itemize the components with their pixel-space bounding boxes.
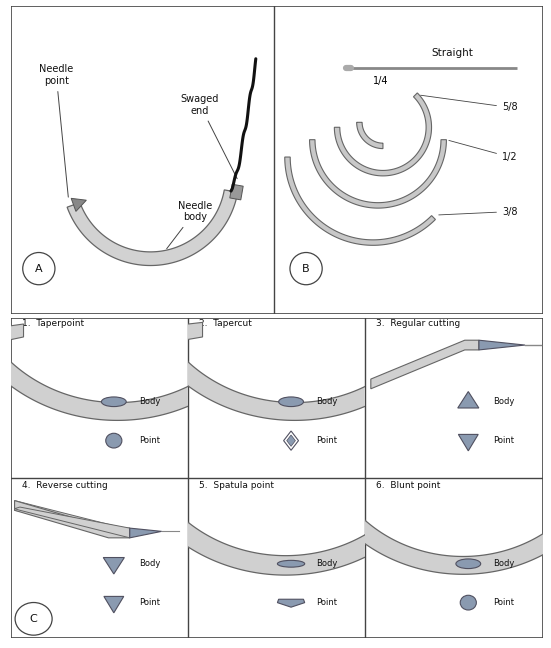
Text: Point: Point (493, 436, 514, 445)
Circle shape (15, 603, 52, 635)
Circle shape (106, 434, 122, 448)
Text: A: A (35, 264, 42, 273)
Polygon shape (138, 466, 446, 575)
Polygon shape (130, 528, 161, 538)
Text: Point: Point (139, 598, 160, 607)
Ellipse shape (456, 559, 480, 568)
Text: 5/8: 5/8 (420, 95, 517, 113)
Text: Straight: Straight (431, 48, 473, 58)
Text: Body: Body (316, 559, 337, 568)
Text: Point: Point (493, 598, 514, 607)
Polygon shape (458, 391, 479, 408)
Ellipse shape (277, 561, 305, 567)
Polygon shape (433, 462, 450, 481)
Text: 1/2: 1/2 (449, 141, 517, 162)
Circle shape (23, 253, 55, 284)
Text: Body: Body (316, 397, 337, 406)
Polygon shape (14, 507, 130, 538)
Ellipse shape (279, 397, 304, 406)
Polygon shape (287, 435, 295, 446)
Text: Point: Point (316, 436, 337, 445)
Text: 3/8: 3/8 (439, 207, 517, 216)
Polygon shape (148, 334, 433, 421)
Polygon shape (479, 340, 525, 350)
Polygon shape (146, 483, 166, 500)
Polygon shape (285, 157, 435, 246)
Circle shape (290, 253, 322, 284)
Polygon shape (0, 324, 24, 342)
Polygon shape (104, 596, 124, 613)
Circle shape (149, 332, 164, 345)
Text: 4.  Reverse cutting: 4. Reverse cutting (21, 481, 107, 490)
Polygon shape (458, 434, 478, 451)
Text: Body: Body (139, 559, 160, 568)
Polygon shape (14, 500, 130, 538)
Text: Point: Point (139, 436, 160, 445)
Text: 1.  Taperpoint: 1. Taperpoint (21, 319, 84, 328)
Polygon shape (277, 599, 305, 607)
Text: Body: Body (493, 397, 515, 406)
Polygon shape (371, 340, 479, 389)
Polygon shape (103, 557, 125, 574)
Circle shape (460, 596, 477, 610)
Ellipse shape (101, 397, 126, 406)
Text: Body: Body (493, 559, 515, 568)
Polygon shape (356, 122, 383, 148)
Polygon shape (421, 343, 439, 361)
Text: 5.  Spatula point: 5. Spatula point (199, 481, 274, 490)
Text: 2.  Tapercut: 2. Tapercut (199, 319, 252, 328)
Polygon shape (244, 343, 261, 361)
Text: C: C (30, 614, 37, 624)
Text: Needle
point: Needle point (39, 64, 73, 197)
Polygon shape (67, 190, 237, 266)
Text: Body: Body (139, 397, 160, 406)
Circle shape (321, 486, 344, 507)
Text: 6.  Blunt point: 6. Blunt point (376, 481, 440, 490)
Polygon shape (284, 431, 299, 450)
Text: Needle
body: Needle body (167, 201, 212, 249)
Polygon shape (0, 334, 256, 421)
Polygon shape (334, 93, 431, 176)
Text: 3.  Regular cutting: 3. Regular cutting (376, 319, 461, 328)
Text: Swaged
end: Swaged end (181, 94, 237, 179)
Text: Point: Point (316, 598, 337, 607)
Polygon shape (310, 140, 446, 208)
Text: B: B (302, 264, 310, 273)
Polygon shape (71, 198, 87, 211)
Polygon shape (324, 492, 551, 574)
Polygon shape (230, 184, 243, 200)
Text: 1/4: 1/4 (372, 76, 388, 86)
Polygon shape (164, 323, 203, 342)
Polygon shape (14, 500, 130, 530)
